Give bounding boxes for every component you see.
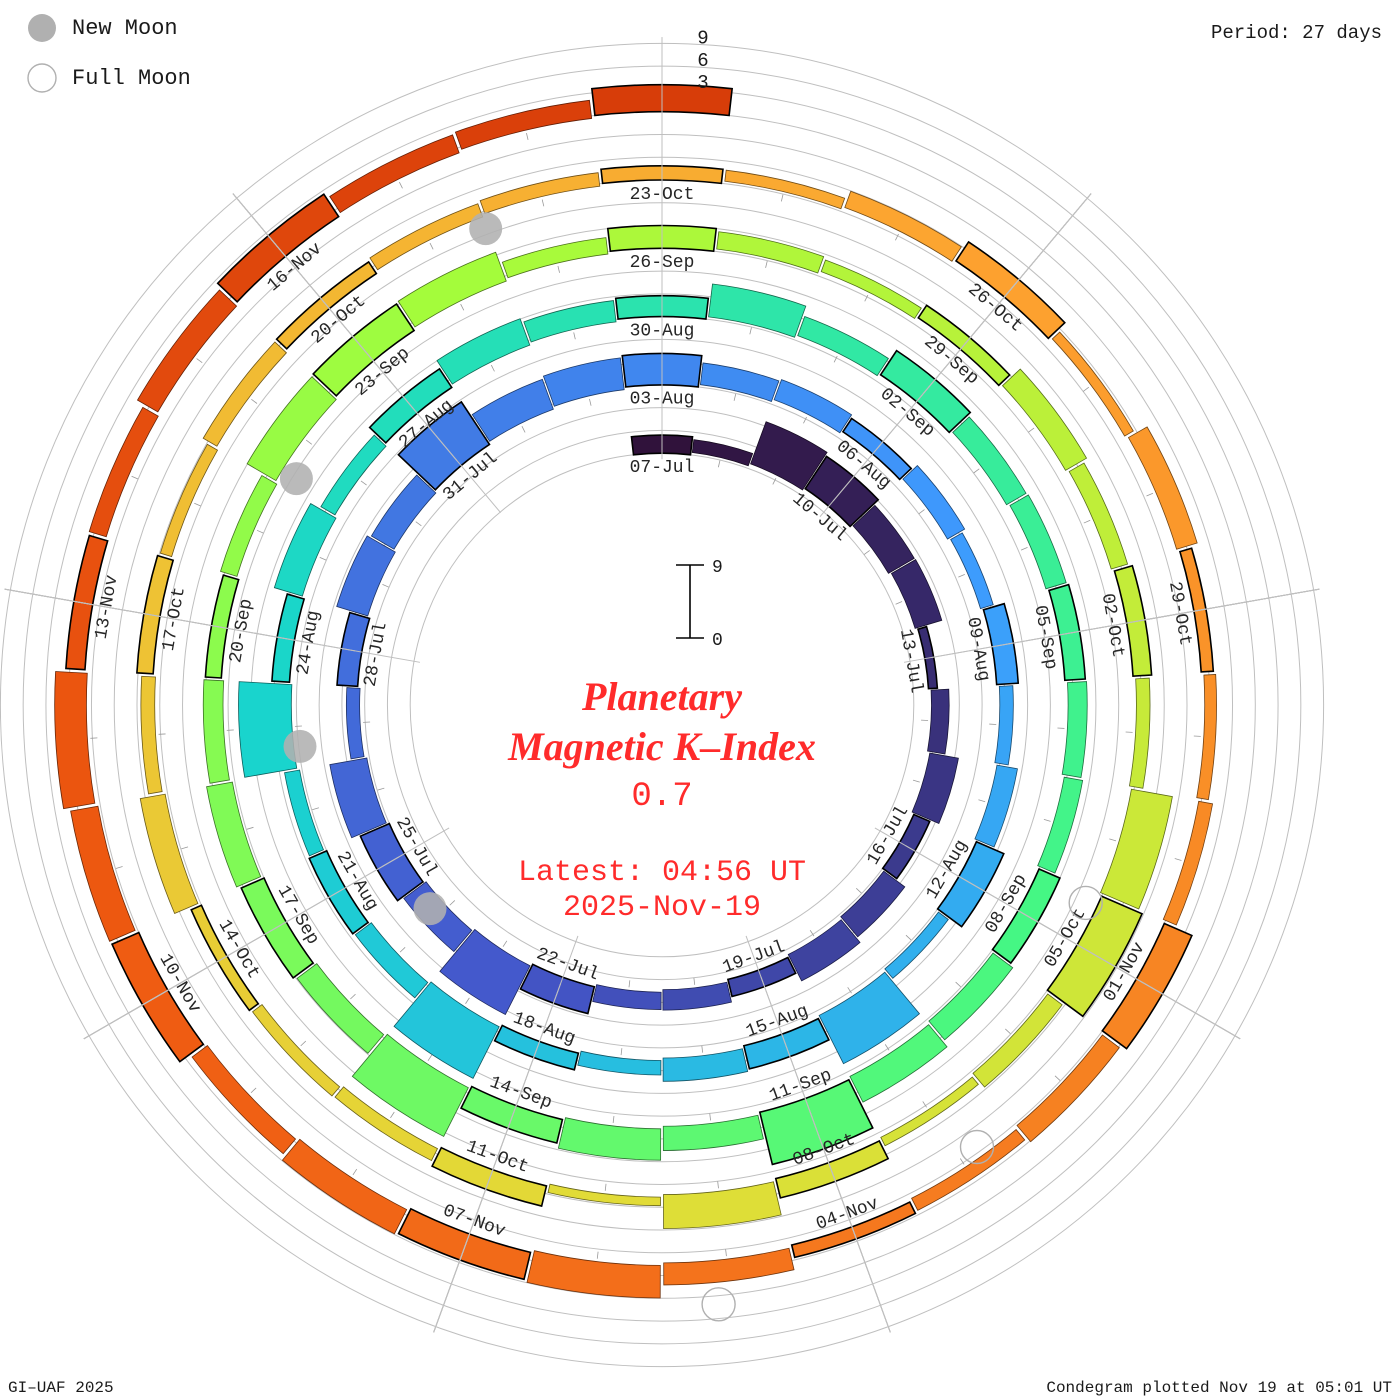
svg-text:2025-Nov-19: 2025-Nov-19: [563, 891, 761, 925]
svg-text:9: 9: [697, 28, 708, 50]
svg-text:6: 6: [697, 50, 708, 72]
svg-text:Magnetic K–Index: Magnetic K–Index: [507, 724, 816, 769]
svg-text:Condegram plotted Nov 19 at 05: Condegram plotted Nov 19 at 05:01 UT: [1046, 1379, 1392, 1397]
svg-text:Full Moon: Full Moon: [72, 66, 191, 91]
svg-text:GI–UAF 2025: GI–UAF 2025: [8, 1379, 114, 1397]
svg-text:0.7: 0.7: [631, 778, 692, 816]
svg-text:07-Jul: 07-Jul: [630, 458, 695, 478]
svg-text:Latest: 04:56 UT: Latest: 04:56 UT: [518, 856, 806, 890]
svg-text:9: 9: [712, 558, 723, 578]
svg-text:New Moon: New Moon: [72, 16, 178, 41]
svg-text:Period: 27 days: Period: 27 days: [1211, 22, 1382, 44]
svg-text:0: 0: [712, 631, 723, 651]
svg-text:3: 3: [697, 72, 708, 94]
svg-text:Planetary: Planetary: [581, 674, 742, 719]
